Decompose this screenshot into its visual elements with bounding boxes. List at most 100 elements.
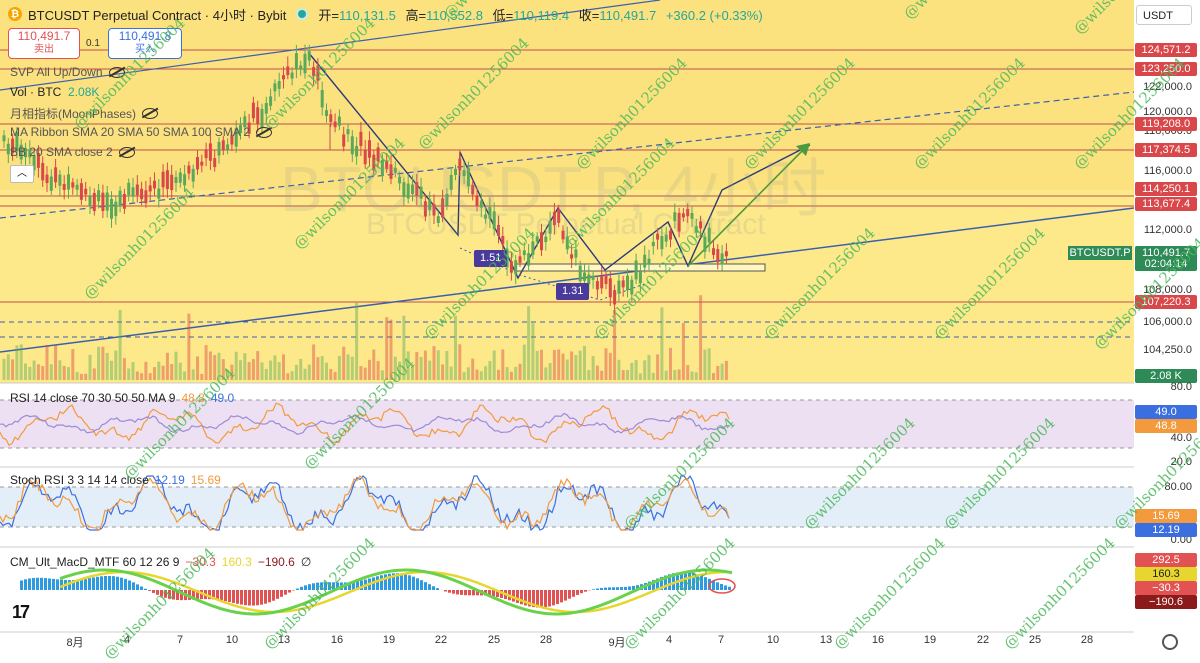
macd-histogram-bar: [92, 577, 95, 590]
volume-bar: [712, 373, 715, 380]
macd-value-tag: 292.5: [1135, 553, 1197, 567]
time-tick: 25: [1029, 634, 1041, 646]
volume-bar: [24, 363, 27, 380]
candle: [205, 149, 208, 158]
volume-bar: [166, 353, 169, 380]
volume-bar: [514, 367, 517, 380]
macd-histogram-bar: [460, 590, 463, 595]
volume-bar: [316, 357, 319, 380]
currency-select[interactable]: USDT: [1136, 5, 1192, 25]
symbol-price-tag: BTCUSDT.P: [1068, 246, 1132, 260]
macd-histogram-bar: [112, 576, 115, 590]
volume-bar: [691, 372, 694, 380]
ohlc-readout: 开=110,131.5 高=110,552.8 低=110,119.4 收=11…: [318, 5, 768, 24]
volume-bar: [428, 361, 431, 380]
macd-histogram-bar: [584, 590, 587, 592]
chart-note-2[interactable]: 1.31: [556, 283, 589, 300]
volume-bar: [209, 351, 212, 380]
bb-indicator-label[interactable]: BB 20 SMA close 2: [10, 145, 135, 159]
candle: [278, 81, 281, 89]
candle: [596, 281, 599, 289]
time-tick: 16: [331, 634, 343, 646]
volume-indicator-label[interactable]: Vol · BTC 2.08K: [10, 85, 99, 99]
svp-indicator-label[interactable]: SVP All Up/Down: [10, 65, 125, 79]
volume-bar: [162, 366, 165, 380]
macd-histogram-bar: [108, 576, 111, 590]
volume-bar: [67, 367, 70, 380]
volume-bar: [351, 357, 354, 380]
volume-bar: [28, 367, 31, 380]
settings-gear-icon[interactable]: [1162, 634, 1178, 650]
candle: [175, 177, 178, 183]
candle: [110, 199, 113, 219]
volume-bar: [304, 369, 307, 380]
volume-bar: [501, 349, 504, 380]
volume-bar: [669, 348, 672, 380]
macd-histogram-bar: [32, 578, 35, 590]
macd-histogram-bar: [412, 577, 415, 590]
volume-bar: [80, 374, 83, 380]
volume-bar: [454, 316, 457, 380]
volume-bar: [41, 366, 44, 380]
volume-bar: [63, 366, 66, 380]
volume-bar: [334, 372, 337, 380]
volume-bar: [136, 371, 139, 380]
volume-bar: [157, 362, 160, 380]
macd-histogram-bar: [220, 590, 223, 600]
macd-histogram-bar: [260, 590, 263, 605]
volume-bar: [248, 362, 251, 380]
time-tick: 28: [540, 634, 552, 646]
candle: [304, 54, 307, 73]
volume-bar: [58, 360, 61, 380]
macd-histogram-bar: [420, 580, 423, 590]
rsi-value-tag: 49.0: [1135, 405, 1197, 419]
macd-histogram-bar: [84, 579, 87, 590]
hidden-eye-icon[interactable]: [142, 108, 158, 119]
time-tick: 19: [924, 634, 936, 646]
macd-histogram-bar: [592, 589, 595, 590]
macd-histogram-bar: [608, 587, 611, 590]
volume-bar: [493, 350, 496, 380]
volume-bar: [286, 373, 289, 380]
hidden-eye-icon[interactable]: [119, 147, 135, 158]
volume-bar: [660, 307, 663, 380]
volume-bar: [153, 367, 156, 380]
volume-bar: [106, 353, 109, 380]
macd-histogram-bar: [48, 578, 51, 590]
volume-bar: [506, 367, 509, 380]
volume-bar: [484, 366, 487, 380]
candle: [76, 185, 79, 190]
volume-bar: [686, 365, 689, 380]
time-tick: 22: [435, 634, 447, 646]
candle: [583, 273, 586, 281]
candle: [643, 255, 646, 268]
volume-bar: [648, 355, 651, 380]
volume-bar: [76, 372, 79, 380]
volume-bar: [368, 360, 371, 380]
volume-bar: [605, 348, 608, 380]
macd-histogram-bar: [448, 590, 451, 593]
macd-histogram-bar: [96, 577, 99, 590]
volume-bar: [682, 323, 685, 380]
symbol-title[interactable]: BTCUSDT Perpetual Contract · 4小时 · Bybit: [28, 5, 286, 24]
macd-histogram-bar: [596, 589, 599, 590]
macd-histogram-bar: [28, 578, 31, 590]
macd-histogram-bar: [724, 585, 727, 590]
macd-histogram-bar: [140, 587, 143, 590]
volume-bar: [574, 355, 577, 380]
candle: [716, 249, 719, 262]
volume-bar: [20, 344, 23, 380]
macd-histogram-bar: [604, 588, 607, 590]
ma-ribbon-indicator-label[interactable]: MA Ribbon SMA 20 SMA 50 SMA 100 SMA 2: [10, 125, 272, 139]
macd-histogram-bar: [264, 590, 267, 604]
volume-bar: [175, 352, 178, 380]
collapse-legend-button[interactable]: ︿: [10, 165, 34, 183]
candle: [514, 260, 517, 274]
macd-histogram-bar: [628, 587, 631, 590]
volume-bar: [458, 344, 461, 380]
volume-bar: [424, 351, 427, 380]
macd-histogram-bar: [376, 576, 379, 590]
